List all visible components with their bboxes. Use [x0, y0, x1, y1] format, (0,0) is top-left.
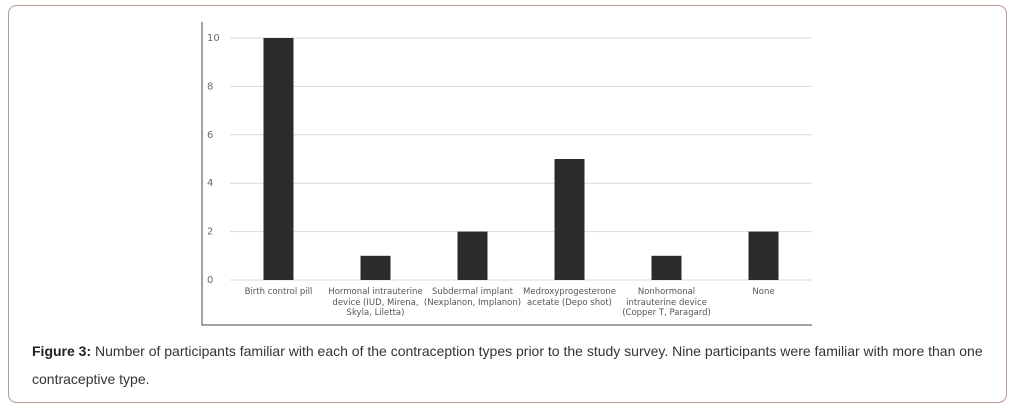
x-tick-label: Birth control pill	[244, 287, 313, 297]
x-tick-label: Subdermal implant (Nexplanon, Implanon)	[423, 287, 522, 308]
x-tick-label: Hormonal intrauterine device (IUD, Miren…	[328, 287, 423, 318]
x-tick-label: Medroxyprogesterone acetate (Depo shot)	[523, 287, 616, 308]
bar	[651, 255, 682, 280]
bar	[748, 231, 779, 280]
y-tick-label: 2	[207, 227, 213, 238]
y-tick-label: 0	[207, 275, 213, 286]
x-tick-label: Nonhormonal intrauterine device (Copper …	[622, 287, 711, 318]
y-tick-label: 8	[207, 81, 213, 92]
bar	[360, 255, 391, 280]
caption-label: Figure 3:	[32, 343, 92, 359]
bar	[457, 231, 488, 280]
caption: Figure 3: Number of participants familia…	[32, 337, 992, 393]
chart-frame	[201, 22, 812, 326]
y-tick-label: 4	[207, 178, 213, 189]
x-tick-label: None	[752, 287, 775, 297]
y-tick-label: 6	[207, 130, 213, 141]
y-tick-label: 10	[207, 33, 220, 44]
caption-text: Number of participants familiar with eac…	[32, 343, 983, 387]
bar	[554, 159, 585, 280]
bar	[263, 38, 294, 280]
figure-frame	[8, 5, 1007, 403]
